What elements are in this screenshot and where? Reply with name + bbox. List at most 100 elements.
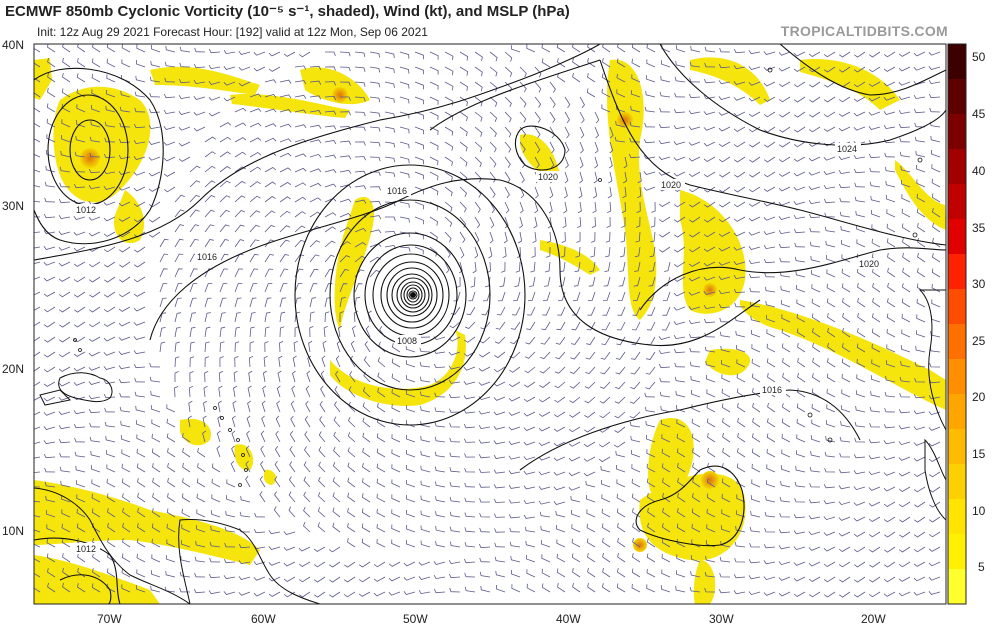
wind-barb — [650, 216, 656, 228]
lat-label: 10N — [2, 524, 24, 538]
wind-barb — [137, 492, 146, 503]
wind-barb — [194, 572, 206, 578]
wind-barb — [763, 51, 776, 55]
wind-barb — [568, 426, 581, 433]
wind-barb — [152, 477, 161, 488]
wind-barb — [493, 440, 506, 445]
wind-barb — [363, 356, 371, 368]
wind-barb — [406, 524, 416, 533]
contour-label: 1020 — [538, 172, 558, 182]
wind-barb — [303, 491, 311, 503]
wind-barb — [223, 591, 236, 595]
wind-barb — [136, 44, 146, 53]
wind-barb — [148, 171, 161, 177]
wind-barb — [376, 538, 386, 548]
wind-barb — [498, 291, 506, 302]
wind-barb — [136, 553, 146, 563]
wind-barb — [46, 524, 56, 533]
wind-barb — [838, 126, 851, 132]
wind-barb — [752, 417, 761, 428]
colorbar-label: 20 — [972, 390, 986, 404]
wind-barb — [534, 141, 541, 154]
wind-barb — [841, 239, 851, 248]
wind-barb — [73, 261, 86, 267]
wind-barb — [808, 591, 821, 598]
wind-barb — [538, 441, 551, 446]
wind-barb — [764, 141, 776, 148]
wind-barb — [119, 406, 131, 413]
wind-barb — [178, 156, 191, 162]
wind-barb — [420, 465, 431, 473]
wind-barb — [707, 447, 716, 458]
wind-barb — [354, 185, 367, 190]
wind-barb — [929, 486, 941, 493]
wind-barb — [403, 561, 416, 567]
wind-barb — [239, 527, 251, 533]
wind-barb — [369, 96, 381, 103]
wind-barb — [73, 321, 86, 328]
wind-barb — [88, 184, 101, 190]
wind-barb — [688, 171, 701, 177]
wind-barb — [44, 481, 56, 488]
wind-barb — [429, 246, 438, 257]
wind-barb — [463, 424, 476, 429]
wind-barb — [495, 321, 506, 330]
wind-barb — [673, 141, 686, 145]
wind-barb — [339, 51, 351, 57]
wind-barb — [592, 201, 597, 214]
wind-barb — [868, 126, 881, 130]
wind-barb — [365, 325, 371, 338]
wind-barb — [644, 106, 656, 113]
wind-barb — [106, 478, 116, 488]
wind-barb — [283, 576, 296, 582]
wind-barb — [103, 153, 116, 159]
wind-barb — [373, 561, 386, 568]
wind-barb — [294, 109, 307, 114]
wind-barb — [249, 297, 257, 308]
wind-barb — [840, 225, 851, 233]
wind-barb — [76, 119, 86, 128]
wind-barb — [76, 73, 86, 83]
wind-barb — [503, 231, 508, 244]
wind-barb — [369, 81, 381, 88]
wind-barb — [174, 224, 185, 233]
wind-barb — [58, 261, 71, 267]
wind-barb — [899, 137, 911, 143]
wind-barb — [406, 494, 416, 503]
wind-barb — [203, 400, 208, 413]
wind-barb — [292, 370, 296, 383]
wind-barb — [377, 403, 386, 413]
wind-barb — [444, 156, 453, 166]
wind-barb — [614, 411, 626, 419]
wind-barb — [569, 366, 581, 374]
wind-barb — [504, 51, 513, 62]
wind-barb — [405, 375, 416, 383]
wind-barb — [538, 411, 551, 417]
wind-barb — [105, 435, 116, 443]
wind-barb — [264, 137, 277, 143]
wind-barb — [704, 201, 716, 208]
wind-barb — [238, 81, 251, 87]
wind-barb — [274, 460, 281, 473]
wind-barb — [661, 523, 671, 533]
wind-barb — [733, 111, 746, 117]
colorbar-swatch — [948, 44, 966, 80]
wind-barb — [120, 90, 131, 98]
wind-barb — [674, 231, 686, 238]
wind-barb — [405, 405, 416, 413]
wind-barb — [504, 216, 509, 229]
wind-barb — [225, 495, 236, 503]
wind-barb — [103, 291, 116, 298]
wind-barb — [661, 538, 671, 548]
wind-barb — [309, 80, 322, 85]
wind-barb — [750, 495, 761, 503]
wind-barb — [493, 381, 506, 387]
wind-barb — [234, 283, 243, 293]
wind-barb — [318, 476, 326, 488]
wind-barb — [928, 441, 941, 447]
wind-barb — [43, 426, 56, 430]
wind-barb — [179, 46, 191, 53]
wind-barb — [778, 576, 791, 581]
wind-barb — [493, 366, 506, 373]
wind-barb — [824, 226, 836, 233]
